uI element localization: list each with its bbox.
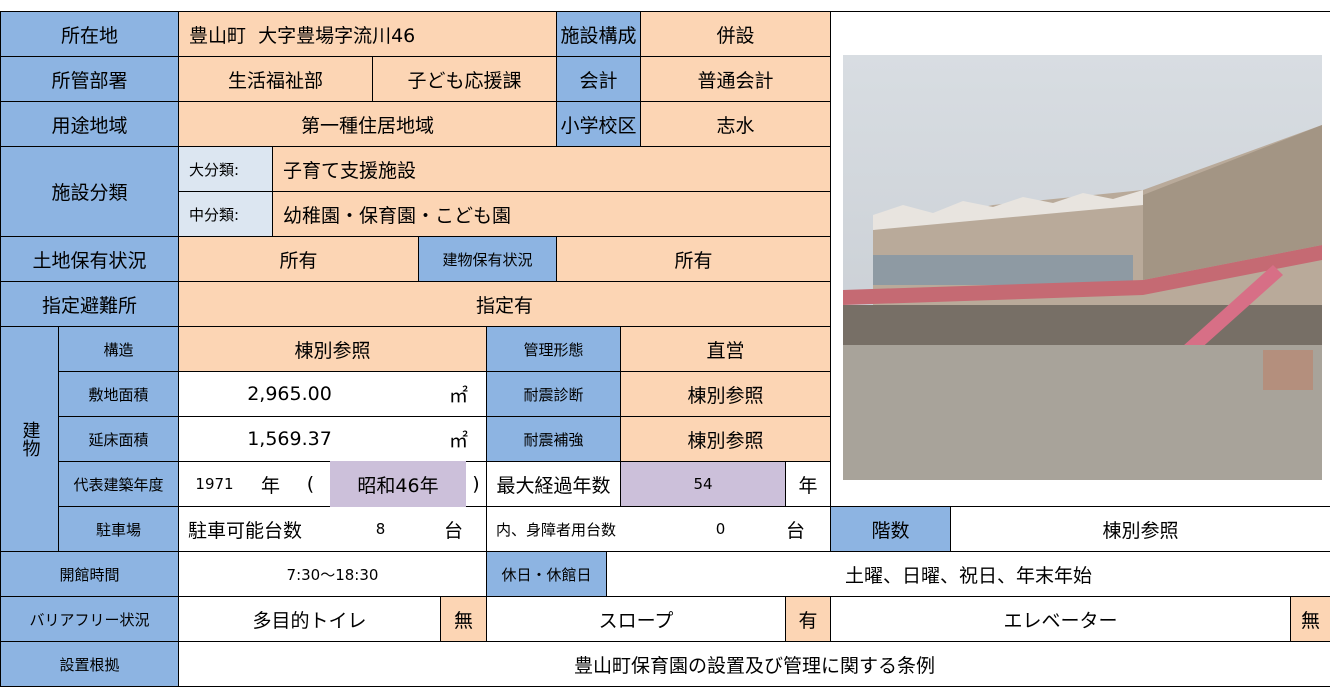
cell: 1,569.37 (247, 428, 332, 450)
cell-group (486, 506, 831, 552)
cell: 無 (1290, 596, 1330, 642)
cell: ) (472, 473, 480, 495)
cell: 休日・休館日 (486, 551, 607, 597)
cell: 耐震補強 (486, 416, 621, 462)
cell: 会計 (556, 56, 641, 102)
row-label: 指定避難所 (0, 281, 179, 327)
cell: 志水 (640, 101, 831, 147)
cell: 直営 (620, 326, 831, 372)
cell: 1971 (195, 475, 234, 493)
cell: 内、身障者用台数 (496, 520, 617, 539)
cell: 棟別参照 (178, 326, 487, 372)
cell: 7:30～18:30 (178, 551, 487, 597)
cell: 豊山町 大字豊場字流川46 (178, 11, 557, 57)
cell: 管理形態 (486, 326, 621, 372)
cell: 多目的トイレ (178, 596, 441, 642)
cell: 所有 (178, 236, 419, 282)
cell: 8 (375, 520, 386, 538)
row-label: 所管部署 (0, 56, 179, 102)
cell: 年 (785, 461, 831, 507)
row-label: 用途地域 (0, 101, 179, 147)
group-label: 建物 (0, 326, 59, 552)
cell: 駐車可能台数 (188, 519, 303, 542)
cell: 年 (260, 474, 280, 497)
row-label: 代表建築年度 (58, 461, 179, 507)
cell: 昭和46年 (330, 461, 466, 507)
cell: スロープ (486, 596, 786, 642)
cell: 無 (440, 596, 487, 642)
cell: 普通会計 (640, 56, 831, 102)
cell: 小学校区 (556, 101, 641, 147)
cell: 階数 (830, 506, 951, 552)
cell: 豊山町保育園の設置及び管理に関する条例 (178, 641, 1330, 687)
cell: 生活福祉部 (178, 56, 373, 102)
cell: 建物保有状況 (418, 236, 557, 282)
cell: 台 (785, 519, 805, 542)
cell: ㎡ (448, 429, 468, 452)
cell: 耐震診断 (486, 371, 621, 417)
row-label: 構造 (58, 326, 179, 372)
row-label: 設置根拠 (0, 641, 179, 687)
cell: 台 (443, 519, 463, 542)
row-label: 駐車場 (58, 506, 179, 552)
row-label: 施設分類 (0, 146, 179, 237)
cell: 第一種住居地域 (178, 101, 557, 147)
row-label: 所在地 (0, 11, 179, 57)
cell: エレベーター (830, 596, 1291, 642)
cell: 54 (620, 461, 786, 507)
cell-group (178, 416, 487, 462)
cell: ㎡ (448, 384, 468, 407)
cell: 併設 (640, 11, 831, 57)
cell: 棟別参照 (620, 416, 831, 462)
cell: 指定有 (178, 281, 831, 327)
cell: 幼稚園・保育園・こども園 (272, 191, 831, 237)
cell: 棟別参照 (950, 506, 1330, 552)
cell: 子ども応援課 (372, 56, 557, 102)
cell: 中分類: (178, 191, 273, 237)
cell: 0 (715, 520, 726, 538)
cell: ( (306, 473, 315, 495)
cell: 棟別参照 (620, 371, 831, 417)
cell: 子育て支援施設 (272, 146, 831, 192)
cell: 有 (785, 596, 831, 642)
row-label: 敷地面積 (58, 371, 179, 417)
row-label: 土地保有状況 (0, 236, 179, 282)
row-label: 延床面積 (58, 416, 179, 462)
cell: 土曜、日曜、祝日、年末年始 (606, 551, 1330, 597)
facility-photo (843, 55, 1322, 480)
cell: 2,965.00 (247, 383, 332, 405)
row-label: バリアフリー状況 (0, 596, 179, 642)
cell: 大分類: (178, 146, 273, 192)
cell: 最大経過年数 (486, 461, 621, 507)
cell: 所有 (556, 236, 831, 282)
row-label: 開館時間 (0, 551, 179, 597)
cell: 施設構成 (556, 11, 641, 57)
